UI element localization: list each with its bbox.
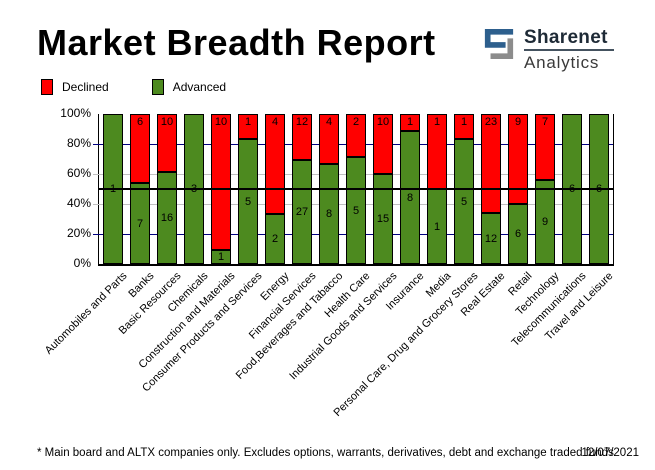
bar-segment-declined: 1: [400, 114, 420, 131]
bar-segment-advanced: 2: [265, 214, 285, 264]
declined-swatch-icon: [41, 79, 53, 95]
legend-advanced-label: Advanced: [172, 80, 227, 94]
bar-value-label-declined: 1: [406, 116, 414, 128]
bar-segment-advanced: 5: [238, 139, 258, 264]
bar-column: 10 15: [373, 114, 393, 264]
bar-segment-advanced: 12: [481, 213, 501, 264]
bar-segment-advanced: 7: [130, 183, 150, 264]
bar-value-label-advanced: 9: [541, 216, 549, 228]
bar-segment-declined: 1: [427, 114, 447, 189]
fifty-percent-midline: [99, 188, 613, 190]
bar-value-label-advanced: 16: [160, 212, 174, 224]
bar-value-label-declined: 4: [325, 116, 333, 128]
y-axis-tick-label: 20%: [66, 226, 91, 240]
bar-segment-declined: 1: [238, 114, 258, 139]
bar-value-label-declined: 1: [244, 116, 252, 128]
bar-value-label-declined: 6: [136, 116, 144, 128]
bar-segment-advanced: 1: [211, 250, 231, 264]
bar-value-label-advanced: 27: [295, 206, 309, 218]
logo-divider: [524, 49, 614, 51]
bar-value-label-advanced: 2: [271, 233, 279, 245]
bar-column: 10 16: [157, 114, 177, 264]
legend-declined-label: Declined: [62, 80, 109, 94]
y-axis-tick-label: 40%: [66, 196, 91, 210]
y-axis-tick-label: 100%: [60, 106, 91, 120]
page-title: Market Breadth Report: [37, 22, 436, 63]
bar-segment-declined: 9: [508, 114, 528, 204]
bar-segment-advanced: 5: [346, 157, 366, 264]
bar-segment-advanced: 5: [454, 139, 474, 264]
bar-segment-advanced: 9: [535, 180, 555, 264]
bar-value-label-advanced: 8: [406, 191, 414, 204]
bar-value-label-advanced: 7: [136, 217, 144, 230]
logo-company-name: Sharenet: [524, 27, 608, 48]
bar-value-label-declined: 10: [160, 116, 174, 128]
chart-legend: Declined Advanced: [41, 79, 226, 95]
bar-segment-declined: 1: [454, 114, 474, 139]
bar-value-label-declined: 12: [295, 116, 309, 128]
bar-value-label-declined: 4: [271, 116, 279, 128]
y-axis-tick-label: 0%: [73, 256, 91, 270]
sharenet-logo: Sharenet Analytics: [483, 27, 614, 72]
logo-division-name: Analytics: [524, 53, 600, 72]
bar-segment-advanced: 8: [319, 164, 339, 264]
bar-segment-declined: 6: [130, 114, 150, 183]
bar-value-label-advanced: 5: [352, 204, 360, 217]
bar-value-label-advanced: 6: [514, 228, 522, 240]
bar-segment-advanced: 1: [427, 189, 447, 264]
bar-segment-advanced: 8: [400, 131, 420, 264]
bar-segment-declined: 4: [319, 114, 339, 164]
bar-value-label-advanced: 5: [460, 195, 468, 208]
bar-segment-declined: 12: [292, 114, 312, 160]
bar-segment-declined: 10: [373, 114, 393, 174]
y-axis-tick-label: 60%: [66, 166, 91, 180]
bar-segment-declined: 2: [346, 114, 366, 157]
bar-segment-advanced: 27: [292, 160, 312, 264]
bar-segment-declined: 10: [157, 114, 177, 172]
bar-value-label-declined: 1: [460, 116, 468, 128]
bar-value-label-declined: 2: [352, 116, 360, 128]
advanced-swatch-icon: [151, 79, 164, 95]
bar-segment-declined: 7: [535, 114, 555, 180]
bar-value-label-advanced: 5: [244, 195, 252, 208]
bar-value-label-declined: 10: [214, 116, 228, 128]
bar-segment-declined: 10: [211, 114, 231, 250]
legend-advanced: Advanced: [151, 79, 227, 95]
bar-value-label-declined: 23: [484, 116, 498, 128]
bar-value-label-advanced: 1: [217, 251, 225, 263]
bar-segment-declined: 4: [265, 114, 285, 214]
bar-segment-advanced: 6: [508, 204, 528, 264]
bar-segment-advanced: 16: [157, 172, 177, 264]
stacked-bar-chart-plot-area: 100%80%60%40%20%0%1Automobiles and Parts…: [43, 106, 616, 419]
bar-value-label-declined: 1: [433, 116, 441, 128]
report-date: 12/07/2021: [581, 447, 639, 459]
bar-column: 10 1: [211, 114, 231, 264]
sharenet-logo-icon: [484, 28, 514, 60]
bar-value-label-advanced: 12: [484, 232, 498, 245]
y-axis-tick-label: 80%: [66, 136, 91, 150]
footnote: * Main board and ALTX companies only. Ex…: [37, 447, 614, 459]
bar-value-label-advanced: 8: [325, 208, 333, 220]
bar-value-label-advanced: 1: [433, 220, 441, 233]
legend-declined: Declined: [41, 79, 109, 95]
bar-value-label-declined: 9: [514, 116, 522, 128]
bar-segment-declined: 23: [481, 114, 501, 213]
bar-value-label-advanced: 15: [376, 213, 390, 225]
bar-column: 12 27: [292, 114, 312, 264]
sharenet-logo-text: Sharenet Analytics: [524, 27, 614, 72]
bar-segment-advanced: 15: [373, 174, 393, 264]
bar-value-label-declined: 10: [376, 116, 390, 128]
bar-value-label-declined: 7: [541, 116, 549, 128]
